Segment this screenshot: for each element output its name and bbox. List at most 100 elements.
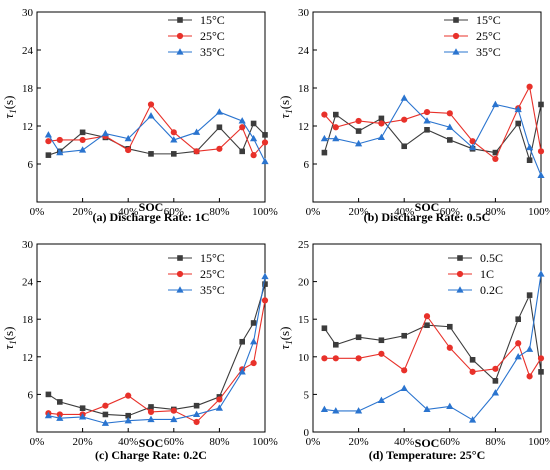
data-point [537,148,545,155]
x-tick-label: 0% [30,436,45,448]
data-point [101,129,109,137]
plot-frame [36,243,266,433]
data-point [193,410,201,418]
legend: 15°C 25°C 35°C [168,13,225,59]
y-tick-label: 5 [304,389,310,401]
data-point [526,157,533,163]
data-point [45,138,52,145]
data-point [446,123,454,130]
data-point [423,405,431,413]
data-point [401,367,408,374]
legend-marker [176,48,184,55]
x-axis-label: SOC [139,200,164,214]
legend-marker [176,32,184,40]
data-point [261,297,269,304]
y-tick-label: 20 [298,277,310,289]
data-point [44,411,52,419]
x-axis-label: SOC [415,200,440,214]
legend-label: 35°C [200,283,225,297]
legend-label: 15°C [476,13,501,27]
data-point [469,138,476,145]
x-tick-label: 20% [349,206,369,218]
x-tick-label: 100% [252,436,278,448]
x-tick-label: 40% [394,206,414,218]
chart-panel-3: 6 12 18 24 30 0% 20% 40% 60% 80% 100% SOC τ1(s) (c) C… [1,239,278,462]
data-point [333,111,339,118]
data-point [321,149,328,156]
data-point [514,353,522,360]
series-1 [45,120,268,158]
x-tick-label: 40% [118,436,138,448]
legend-marker [176,270,184,278]
x-tick-label: 40% [394,436,414,448]
data-point [526,345,534,352]
data-point [262,281,268,287]
y-tick-label: 18 [22,314,34,326]
data-point [492,155,499,163]
y-tick-label: 30 [22,239,34,251]
plot-frame [36,11,266,203]
data-point [446,110,453,117]
y-label-symbol: τ [1,343,16,349]
data-point [215,404,223,411]
y-tick-label: 10 [298,352,310,364]
data-point [355,407,363,414]
legend-marker [177,17,183,23]
data-point [250,120,257,127]
chart-caption: (c) Charge Rate: 0.2C [95,448,207,462]
data-point [261,157,269,165]
legend-label: 15°C [200,13,225,27]
data-point [491,100,499,108]
data-point [469,416,477,423]
data-point [400,94,408,101]
data-point [469,357,476,363]
x-tick-label: 100% [252,206,278,218]
data-point [262,132,268,138]
y-label-unit: (s) [277,96,292,110]
series-1 [45,281,268,419]
y-label-unit: (s) [277,327,292,341]
data-point [515,120,521,127]
data-point [423,313,431,320]
data-point [321,325,328,332]
data-point [492,378,499,384]
data-point [147,415,155,423]
data-point [423,108,431,116]
y-label-unit: (s) [1,327,16,341]
series-3 [320,270,545,423]
data-point [56,136,63,144]
y-tick-label: 6 [28,159,34,171]
y-tick-label: 12 [22,121,33,133]
legend-label: 25°C [476,29,501,43]
data-point [538,369,544,375]
series-3 [44,272,269,426]
data-point [526,373,533,380]
data-point [447,323,453,330]
chart-panel-2: 6 12 18 24 30 0% 20% 40% 60% 80% 100% SOC τ1(s) (b) D… [277,7,550,224]
data-point [333,341,339,348]
series-1 [321,101,544,163]
data-point [239,148,245,155]
data-point [125,146,132,154]
x-tick-label: 60% [164,436,184,448]
data-point [355,334,362,341]
series-3 [44,108,269,165]
legend-marker [457,255,463,261]
legend-label: 35°C [200,45,225,59]
data-point [378,350,385,357]
series-2 [321,83,545,163]
data-point [320,134,328,142]
data-point [377,133,385,140]
y-tick-label: 15 [298,314,310,326]
data-point [193,418,200,426]
data-point [102,411,109,418]
data-point [193,128,201,135]
data-point [515,340,522,347]
data-point [469,143,477,151]
data-point [56,148,64,156]
data-point [261,272,269,280]
legend-marker [456,286,464,293]
data-point [355,117,362,125]
data-point [56,414,64,421]
